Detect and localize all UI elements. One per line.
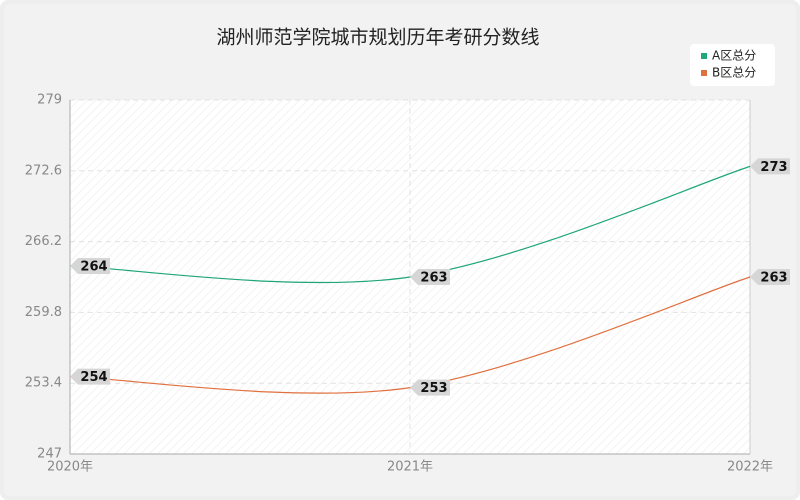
y-tick-label: 266.2: [25, 234, 62, 249]
x-tick-label: 2020年: [47, 460, 93, 475]
legend-swatch: [701, 70, 707, 76]
y-tick-label: 247: [37, 447, 62, 462]
value-label: 254: [80, 370, 107, 385]
value-label: 263: [760, 271, 787, 286]
chart-title: 湖州师范学院城市规划历年考研分数线: [216, 27, 539, 49]
x-tick-label: 2021年: [387, 460, 433, 475]
value-label-tag: [410, 379, 450, 396]
legend: [690, 44, 775, 86]
value-label: 264: [80, 259, 107, 274]
value-label: 253: [420, 381, 447, 396]
value-label-tag: [750, 158, 790, 175]
legend-label: A区总分: [712, 49, 756, 63]
value-label: 273: [760, 160, 787, 175]
y-tick-label: 259.8: [25, 305, 62, 320]
value-label-tag: [410, 269, 450, 285]
value-label-tag: [70, 368, 110, 385]
x-tick-label: 2022年: [727, 460, 773, 475]
value-label-tag: [70, 257, 110, 274]
legend-swatch: [701, 53, 707, 59]
value-label: 263: [420, 271, 447, 286]
legend-label: B区总分: [712, 66, 756, 80]
value-label-tag: [750, 269, 790, 285]
y-tick-label: 279: [37, 93, 62, 108]
y-tick-label: 253.4: [25, 376, 62, 391]
y-tick-label: 272.6: [25, 163, 62, 178]
